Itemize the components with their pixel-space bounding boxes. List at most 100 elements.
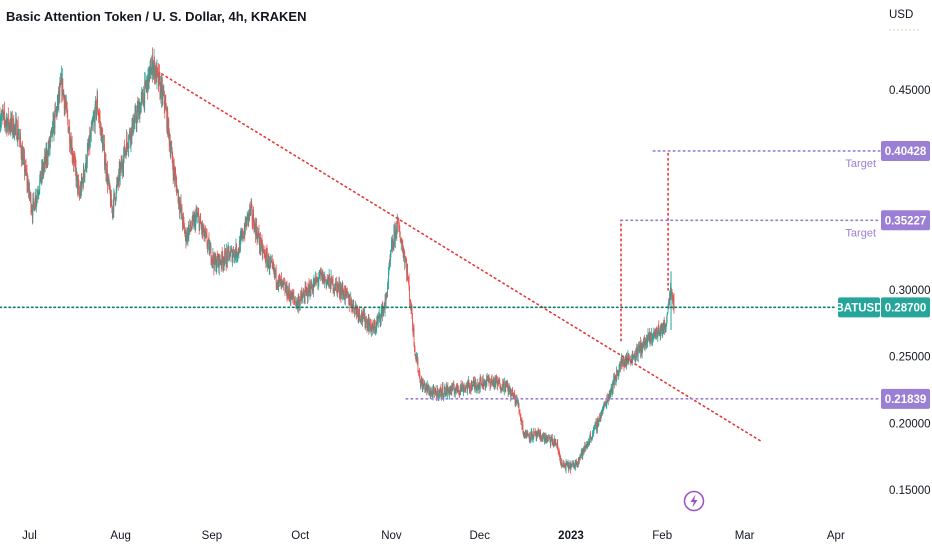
candle-body	[108, 178, 110, 186]
candle-body	[327, 277, 329, 280]
candle-body	[487, 379, 489, 382]
candle-body	[651, 333, 652, 335]
candle-body	[521, 420, 523, 426]
candle-body	[252, 214, 254, 222]
candle-body	[235, 253, 236, 258]
candle-body	[3, 110, 5, 113]
candle-body	[218, 255, 220, 269]
candle-body	[536, 434, 538, 438]
candle-body	[237, 255, 238, 256]
candle-body	[579, 456, 581, 460]
candle-body	[487, 377, 488, 380]
candle-body	[437, 388, 438, 393]
x-tick-label: Jul	[22, 530, 37, 542]
candle-body	[372, 323, 374, 328]
candle-body	[660, 323, 662, 328]
lightning-icon[interactable]	[683, 490, 705, 512]
candle-body	[641, 346, 643, 353]
candle-body	[466, 385, 468, 391]
candle-body	[164, 104, 166, 110]
candle-body	[186, 231, 188, 240]
candle-body	[426, 384, 428, 391]
candle-body	[316, 278, 318, 280]
candle-body	[176, 183, 177, 193]
candle-body	[619, 363, 620, 370]
candle-body	[92, 119, 94, 123]
candle-body	[55, 108, 56, 111]
candle-body	[350, 298, 352, 305]
candle-body	[17, 125, 19, 140]
candle-body	[179, 205, 180, 212]
candle-body	[247, 213, 249, 215]
candle-body	[384, 308, 385, 310]
candle-body	[10, 117, 12, 125]
candle-body	[273, 266, 275, 273]
candle-body	[85, 156, 87, 168]
candle-body	[340, 288, 341, 295]
candle-body	[292, 293, 294, 297]
candle-body	[231, 248, 233, 262]
candle-body	[390, 251, 392, 255]
candle-body	[1, 111, 3, 117]
candle-body	[631, 354, 633, 362]
candle-body	[446, 386, 448, 395]
candle-body	[199, 218, 201, 222]
candle-body	[377, 319, 379, 322]
candle-body	[512, 395, 514, 399]
candle-body	[172, 158, 174, 166]
candle-body	[379, 313, 381, 316]
candle-body	[414, 344, 415, 348]
candle-body	[603, 403, 605, 405]
candle-body	[180, 202, 182, 212]
candle-body	[597, 419, 599, 427]
candle-body	[93, 117, 95, 120]
candle-body	[118, 167, 120, 173]
candle-body	[497, 380, 499, 384]
candle-body	[536, 434, 538, 437]
candle-body	[27, 180, 28, 185]
candle-body	[601, 410, 603, 413]
candle-body	[637, 348, 639, 358]
candle-body	[313, 284, 314, 291]
candle-body	[265, 251, 267, 263]
candle-body	[360, 319, 362, 321]
candle-body	[460, 384, 462, 389]
candle-body	[565, 462, 567, 470]
candle-body	[618, 369, 620, 376]
candle-body	[658, 326, 660, 333]
candle-body	[13, 135, 15, 137]
candle-body	[592, 433, 594, 435]
candle-body	[445, 393, 447, 396]
candle-body	[324, 277, 326, 280]
candle-body	[4, 118, 6, 123]
candle-body	[303, 293, 305, 295]
candle-body	[418, 370, 419, 372]
candle-body	[63, 96, 65, 109]
candle-body	[376, 321, 378, 329]
candle-body	[143, 93, 145, 104]
candle-body	[509, 390, 511, 392]
candle-body	[160, 83, 161, 96]
candle-body	[337, 284, 339, 289]
candle-body	[174, 174, 176, 179]
candle-body	[249, 206, 251, 215]
candle-body	[212, 253, 214, 262]
candle-body	[608, 396, 610, 400]
candle-body	[118, 172, 120, 183]
candle-body	[175, 177, 177, 184]
candle-body	[195, 213, 197, 218]
candle-body	[672, 300, 674, 306]
candle-body	[268, 257, 270, 269]
candle-body	[599, 417, 600, 422]
candle-body	[393, 229, 395, 232]
candle-body	[71, 143, 73, 153]
candle-body	[404, 254, 406, 263]
candle-body	[35, 197, 37, 204]
candle-body	[568, 465, 570, 469]
candle-body	[4, 110, 5, 119]
candle-body	[625, 359, 626, 365]
candle-body	[341, 288, 342, 297]
candle-body	[342, 292, 344, 298]
candle-body	[476, 386, 478, 388]
